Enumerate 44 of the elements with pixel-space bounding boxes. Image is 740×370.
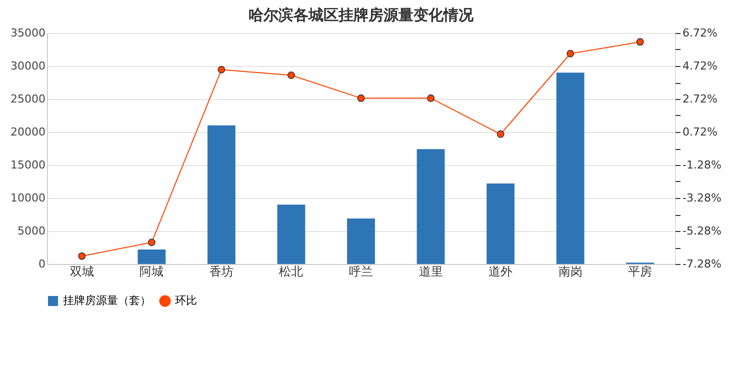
point (427, 94, 435, 102)
point (148, 238, 156, 246)
bar (277, 204, 306, 264)
y-tick-label: 15000 (10, 158, 46, 172)
y-tick-label: 30000 (10, 60, 46, 72)
point (566, 50, 574, 58)
y-tick-label: 35000 (10, 26, 46, 40)
y2-tick-label: 2.72% (682, 92, 718, 106)
y-tick-label: 20000 (10, 126, 46, 138)
point (636, 38, 644, 46)
x-tick-label: 双城 (70, 264, 94, 278)
chart-title: 哈尔滨各城区挂牌房源量变化情况 (248, 6, 474, 24)
y2-tick-label: -1.28% (682, 158, 722, 172)
point (357, 94, 365, 102)
point (78, 252, 86, 260)
x-tick-label: 道外 (488, 264, 513, 278)
bar (347, 218, 375, 264)
legend-label: 环比 (175, 294, 197, 307)
bar (486, 183, 515, 264)
y-tick-label: 25000 (10, 92, 46, 106)
x-tick-label: 香坊 (209, 264, 234, 278)
bar (556, 72, 584, 264)
y2-tick-label: 4.72% (682, 60, 718, 72)
bar (416, 149, 445, 264)
y2-tick-label: 6.72% (682, 26, 718, 40)
y2-tick-label: 0.72% (682, 126, 718, 138)
point (496, 130, 504, 138)
x-tick-label: 道里 (418, 264, 443, 278)
legend-label: 挂牌房源量（套） (63, 294, 151, 307)
bar (138, 249, 166, 264)
point (218, 66, 226, 74)
y2-tick-label: -7.28% (682, 258, 722, 270)
y2-tick-label: -3.28% (682, 192, 722, 204)
x-tick-label: 阿城 (140, 264, 164, 278)
y2-tick-label: -5.28% (682, 224, 722, 238)
bar (207, 125, 236, 264)
y-tick-label: 10000 (10, 192, 46, 204)
x-tick-label: 松北 (279, 264, 304, 278)
x-tick-label: 平房 (628, 264, 652, 278)
y-tick-label: 0 (38, 258, 46, 270)
point (287, 71, 295, 79)
y-tick-label: 5000 (18, 224, 46, 238)
x-tick-label: 呼兰 (349, 264, 373, 278)
x-tick-label: 南岗 (558, 264, 582, 278)
